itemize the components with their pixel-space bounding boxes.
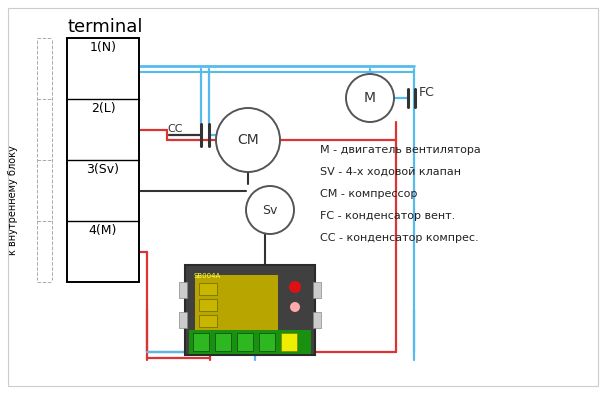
- Text: SB004A: SB004A: [193, 273, 220, 279]
- Bar: [215, 333, 231, 351]
- Text: СМ: СМ: [237, 133, 259, 147]
- Circle shape: [216, 108, 280, 172]
- Bar: [193, 333, 209, 351]
- Bar: [199, 315, 217, 327]
- Text: к внутреннему блоку: к внутреннему блоку: [8, 145, 18, 255]
- Text: СМ - компрессор: СМ - компрессор: [320, 189, 418, 199]
- Circle shape: [346, 74, 394, 122]
- Bar: [259, 333, 275, 351]
- Bar: [199, 299, 217, 311]
- Bar: [67, 38, 139, 282]
- Circle shape: [246, 186, 294, 234]
- Text: Sv: Sv: [262, 203, 278, 216]
- Text: 1(N): 1(N): [90, 41, 116, 54]
- Text: М - двигатель вентилятора: М - двигатель вентилятора: [320, 145, 481, 155]
- Bar: [189, 330, 311, 354]
- Bar: [195, 275, 278, 337]
- Text: 2(L): 2(L): [91, 102, 115, 115]
- Text: FC - конденсатор вент.: FC - конденсатор вент.: [320, 211, 455, 221]
- Bar: [281, 333, 297, 351]
- Bar: [179, 312, 187, 328]
- Text: 4(M): 4(M): [89, 224, 117, 237]
- Text: 3(Sv): 3(Sv): [87, 163, 119, 176]
- Text: СС: СС: [167, 124, 182, 134]
- Text: M: M: [364, 91, 376, 105]
- Text: FC: FC: [419, 85, 435, 98]
- Bar: [313, 312, 321, 328]
- Bar: [199, 283, 217, 295]
- Text: СС - конденсатор компрес.: СС - конденсатор компрес.: [320, 233, 479, 243]
- Circle shape: [289, 281, 301, 293]
- Bar: [185, 265, 315, 355]
- Circle shape: [290, 302, 300, 312]
- Bar: [237, 333, 253, 351]
- Text: SV - 4-х ходовой клапан: SV - 4-х ходовой клапан: [320, 167, 461, 177]
- Text: terminal: terminal: [67, 18, 142, 36]
- Bar: [281, 333, 297, 351]
- Bar: [179, 282, 187, 298]
- Bar: [313, 282, 321, 298]
